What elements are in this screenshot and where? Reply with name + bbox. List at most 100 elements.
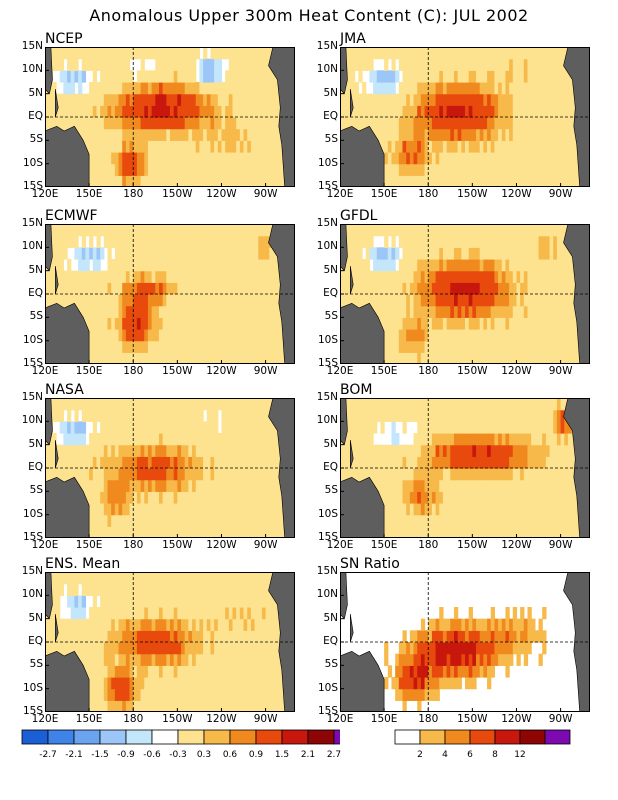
heatmap-cell	[446, 47, 451, 60]
heatmap-cell	[184, 503, 189, 516]
y-tick-label: 15S	[317, 357, 338, 369]
heatmap-cell	[272, 514, 278, 527]
heatmap-cell	[512, 93, 518, 106]
heatmap-cell	[512, 70, 518, 83]
heatmap-cell	[181, 514, 186, 527]
heatmap-cell	[446, 152, 451, 165]
heatmap-cell	[162, 433, 167, 446]
heatmap-cell	[144, 456, 149, 469]
heatmap-cell	[114, 444, 120, 457]
heatmap-cell	[122, 340, 127, 353]
heatmap-cell	[96, 282, 101, 295]
heatmap-cell	[435, 270, 440, 283]
heatmap-cell	[501, 479, 507, 492]
heatmap-cell	[479, 329, 484, 342]
heatmap-cell	[450, 526, 455, 538]
heatmap-cell	[505, 329, 510, 342]
heatmap-cell	[420, 117, 426, 130]
heatmap-cell	[129, 140, 134, 153]
heatmap-cell	[354, 47, 359, 60]
heatmap-cell	[269, 93, 274, 106]
y-tick-label: 15N	[21, 217, 43, 229]
y-tick-label: 15N	[21, 40, 43, 52]
heatmap-cell	[545, 152, 551, 165]
heatmap-cell	[545, 235, 551, 248]
heatmap-cell	[122, 526, 127, 538]
heatmap-cell	[122, 175, 127, 187]
heatmap-cell	[424, 329, 429, 342]
heatmap-cell	[217, 456, 223, 469]
heatmap-cell	[92, 140, 98, 153]
heatmap-cell	[210, 140, 215, 153]
heatmap-cell	[442, 514, 448, 527]
heatmap-cell	[162, 456, 167, 469]
heatmap-cell	[527, 514, 532, 527]
heatmap-cell	[549, 433, 554, 446]
heatmap-cell	[479, 514, 484, 527]
heatmap-cell	[221, 409, 226, 422]
heatmap-cell	[534, 47, 540, 60]
heatmap-cell	[380, 456, 385, 469]
heatmap-cell	[81, 105, 87, 118]
heatmap-cell	[96, 317, 101, 330]
heatmap-cell	[272, 105, 278, 118]
heatmap-cell	[347, 82, 352, 95]
heatmap-cell	[192, 433, 197, 446]
heatmap-cell	[487, 70, 492, 83]
heatmap-cell	[560, 247, 565, 260]
heatmap-cell	[254, 58, 259, 71]
heatmap-cell	[431, 294, 437, 307]
heatmap-cell	[103, 329, 109, 342]
heatmap-cell	[147, 105, 153, 118]
heatmap-cell	[553, 409, 558, 422]
heatmap-cell	[549, 93, 554, 106]
heatmap-cell	[549, 163, 554, 176]
heatmap-cell	[395, 175, 400, 187]
heatmap-cell	[56, 58, 61, 71]
heatmap-cell	[465, 317, 470, 330]
heatmap-cell	[387, 224, 393, 237]
heatmap-cell	[520, 235, 525, 248]
heatmap-cell	[417, 58, 422, 71]
heatmap-cell	[571, 479, 576, 492]
heatmap-cell	[67, 421, 72, 434]
heatmap-cell	[431, 456, 437, 469]
heatmap-cell	[439, 503, 444, 516]
heatmap-cell	[85, 305, 90, 318]
heatmap-cell	[162, 82, 167, 95]
heatmap-cell	[512, 58, 518, 71]
heatmap-cell	[221, 317, 226, 330]
heatmap-cell	[501, 491, 507, 504]
heatmap-cell	[542, 317, 547, 330]
heatmap-cell	[272, 163, 278, 176]
heatmap-cell	[228, 247, 234, 260]
heatmap-cell	[89, 82, 94, 95]
heatmap-cell	[428, 526, 433, 538]
heatmap-cell	[479, 235, 484, 248]
heatmap-cell	[214, 305, 219, 318]
heatmap-cell	[210, 317, 215, 330]
heatmap-cell	[402, 70, 407, 83]
heatmap-cell	[534, 409, 540, 422]
heatmap-cell	[461, 421, 466, 434]
heatmap-cell	[162, 270, 167, 283]
heatmap-cell	[151, 128, 156, 141]
heatmap-cell	[435, 82, 440, 95]
heatmap-cell	[181, 58, 186, 71]
heatmap-cell	[261, 270, 267, 283]
heatmap-cell	[228, 224, 234, 237]
heatmap-cell	[391, 163, 396, 176]
heatmap-cell	[170, 305, 175, 318]
heatmap-cell	[122, 93, 127, 106]
heatmap-cell	[276, 282, 281, 295]
heatmap-cell	[424, 479, 429, 492]
heatmap-cell	[549, 128, 554, 141]
heatmap-cell	[527, 140, 532, 153]
heatmap-cell	[85, 259, 90, 272]
heatmap-cell	[107, 163, 112, 176]
heatmap-cell	[232, 398, 237, 411]
heatmap-cell	[461, 456, 466, 469]
land-mass	[45, 302, 90, 364]
heatmap-cell	[387, 294, 393, 307]
heatmap-cell	[417, 491, 422, 504]
